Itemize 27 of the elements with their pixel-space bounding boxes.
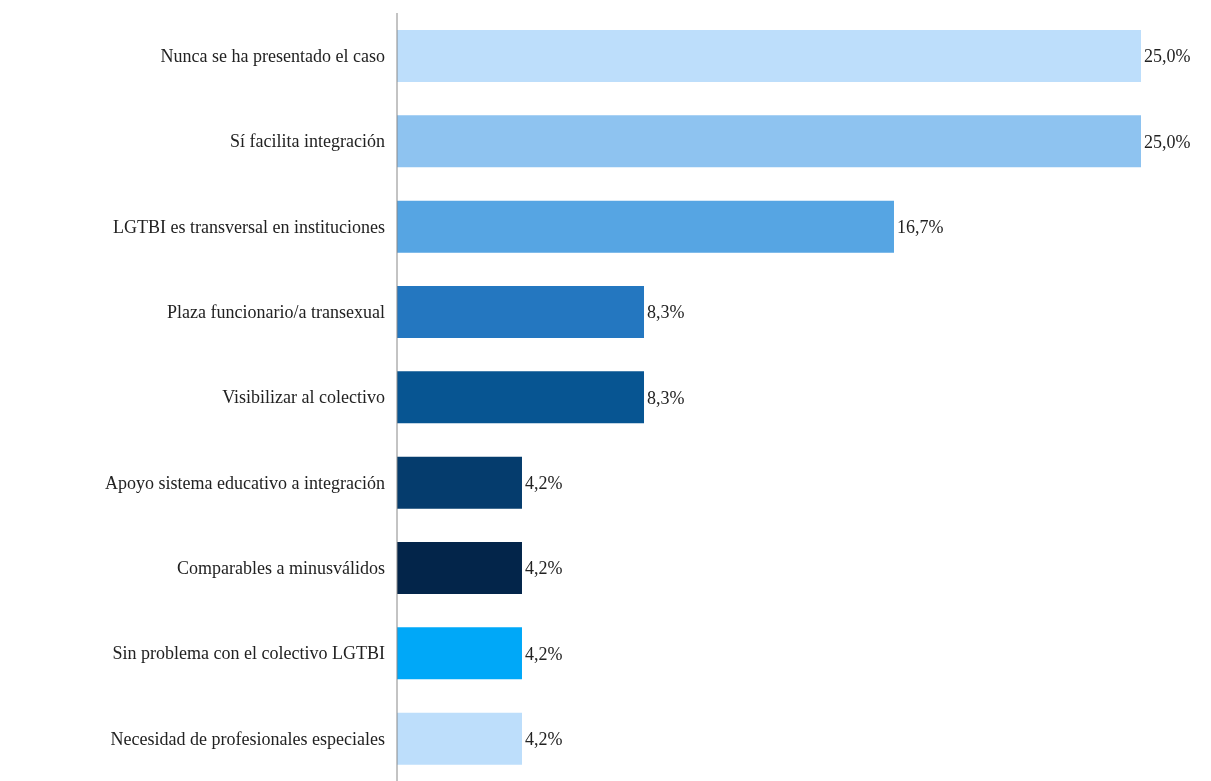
data-label: 25,0% [1144,46,1191,67]
y-tick-label: Plaza funcionario/a transexual [167,302,385,323]
bar [397,286,645,338]
bar [397,712,522,765]
y-tick-label: Comparables a minusválidos [177,558,385,579]
bar [397,30,1141,82]
data-label: 16,7% [896,217,944,238]
data-label: 8,3% [647,387,685,408]
y-tick-label: Apoyo sistema educativo a integración [105,472,385,493]
bar [397,456,522,509]
y-tick-label: Nunca se ha presentado el caso [160,46,385,67]
bar [397,115,1141,168]
bar [397,627,522,680]
bar [397,200,894,253]
data-label: 8,3% [647,302,685,323]
bar [397,542,522,594]
y-tick-label: Sí facilita integración [230,131,385,152]
y-tick-label: Necesidad de profesionales especiales [110,728,385,749]
y-tick-label: LGTBI es transversal en instituciones [113,216,385,237]
y-tick-label: Visibilizar al colectivo [222,387,385,408]
bar [397,371,645,424]
data-label: 4,2% [524,473,563,494]
data-label: 4,2% [524,729,563,750]
data-label: 25,0% [1144,131,1191,152]
y-tick-label: Sin problema con el colectivo LGTBI [112,643,385,664]
data-label: 4,2% [524,643,563,664]
data-label: 4,2% [524,558,563,579]
